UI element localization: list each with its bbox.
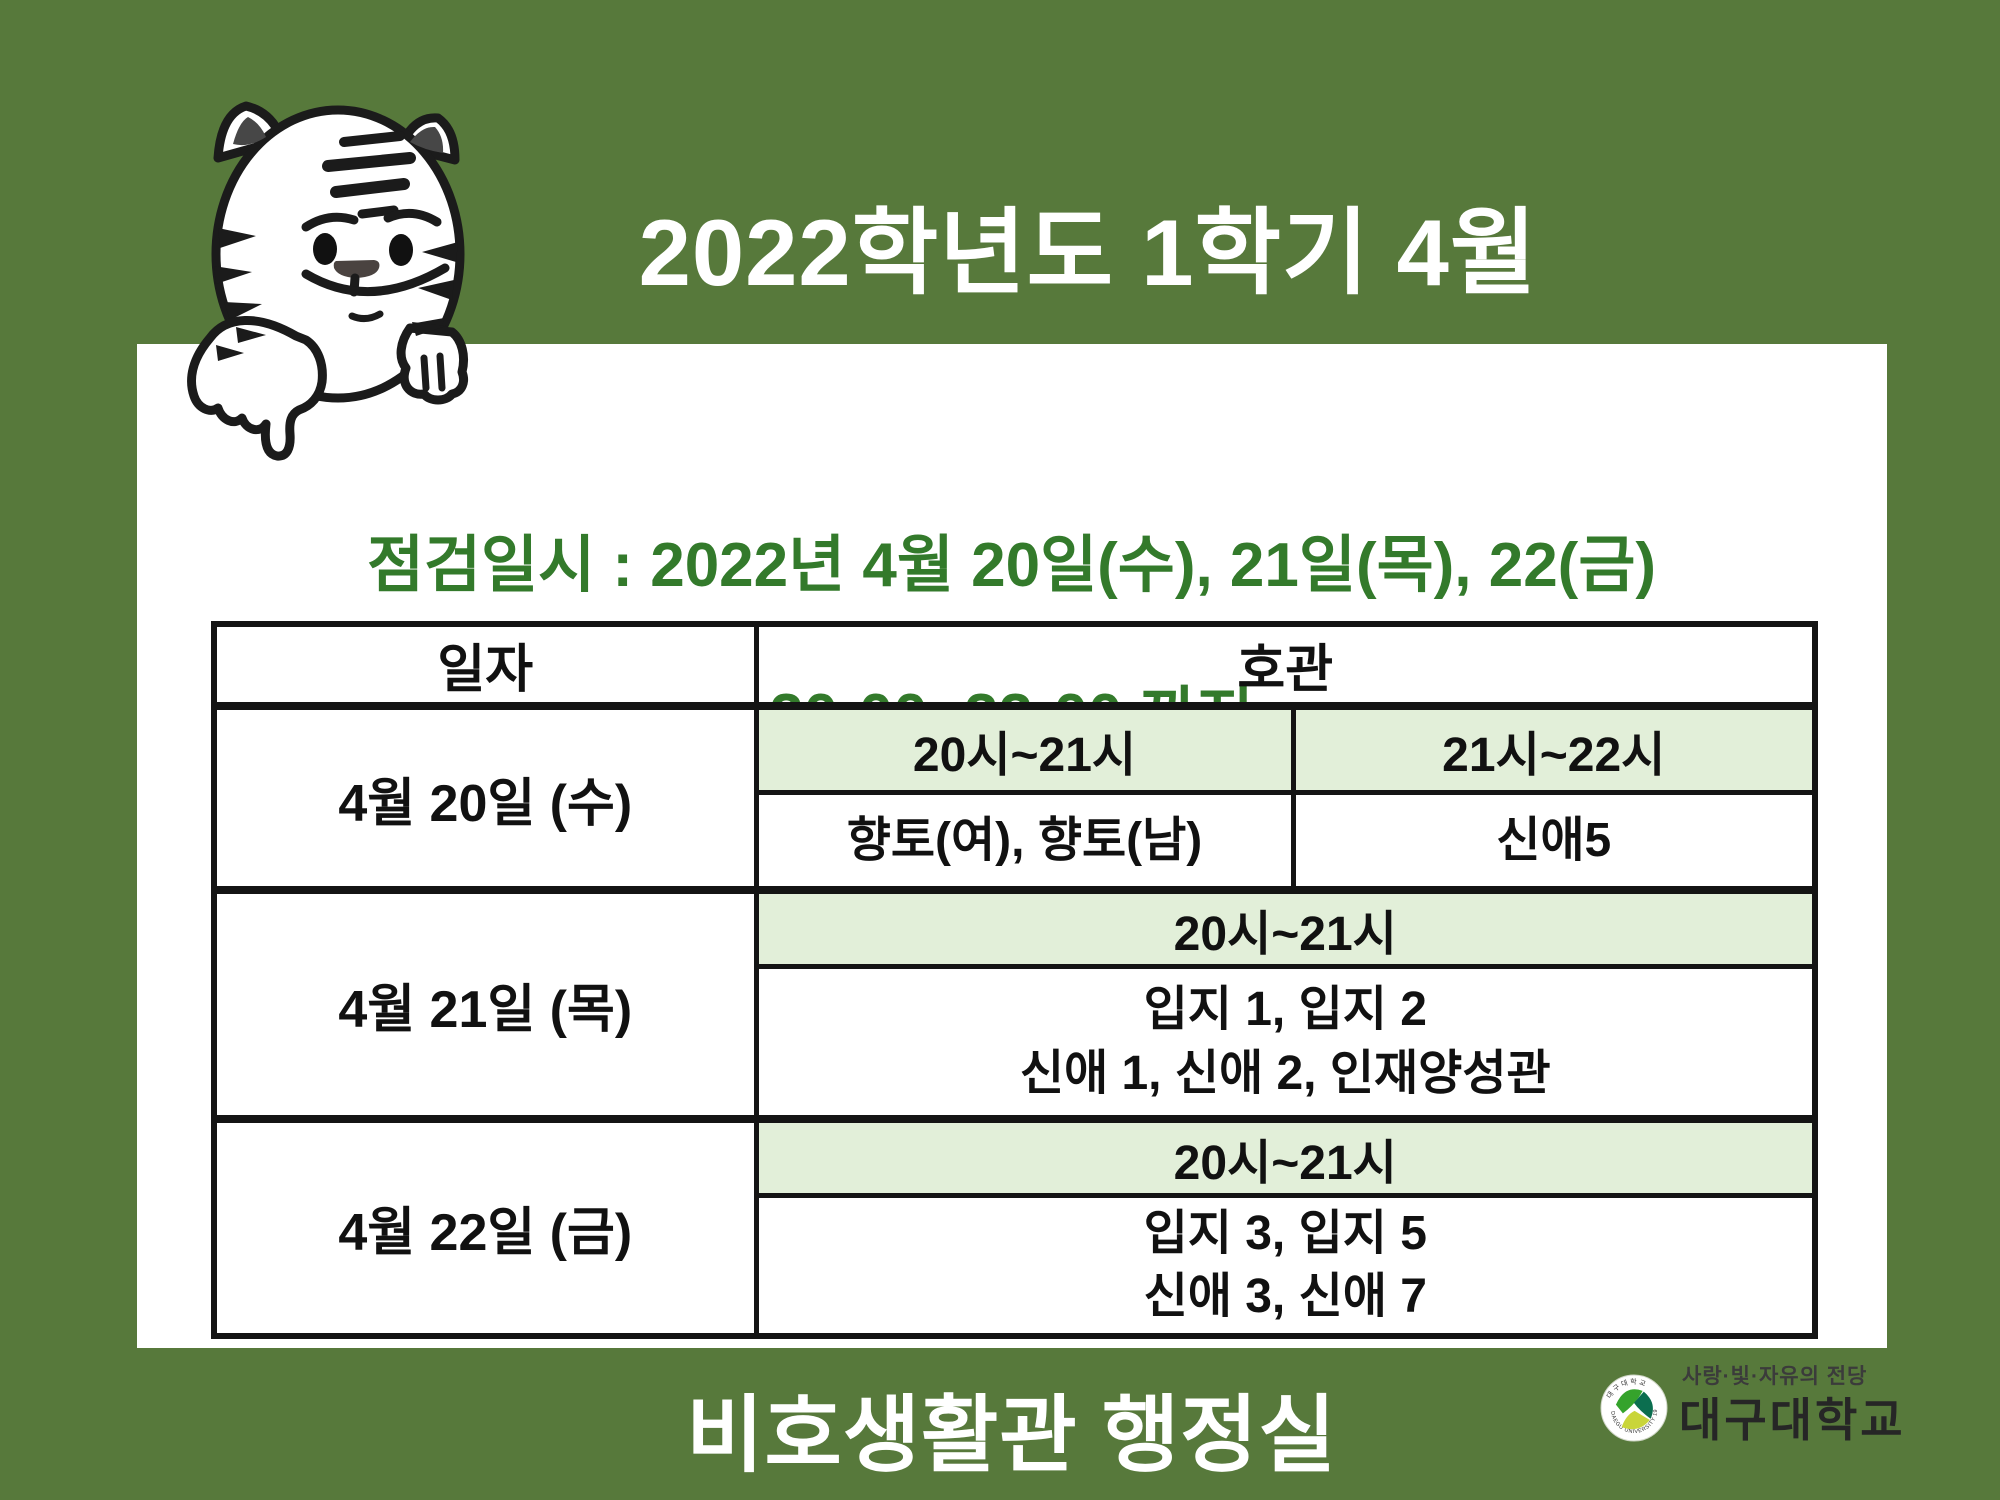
building-cell: 신애5 [1290,789,1818,893]
time-slot-cell: 21시~22시 [1290,702,1818,795]
university-seal-icon: 대구대학교 DAEGU UNIVERSITY 1956 [1600,1374,1668,1442]
title-line2: 생활 점검 공지 [798,444,1378,550]
table-row: 입지 3, 입지 5 신애 3, 신애 7 [214,1192,1818,1339]
table-header-row: 일자 호관 [211,621,1818,709]
title-line1: 2022학년도 1학기 4월 [638,200,1538,306]
time-slot-cell: 20시~21시 [753,1114,1818,1198]
time-slot-cell: 20시~21시 [753,886,1818,969]
date-cell-apr22: 4월 22일 (금) [211,1114,759,1339]
office-name: 비호생활관 행정실 [686,1388,1337,1482]
time-slot-cell: 20시~21시 [753,702,1296,795]
page-title: 2022학년도 1학기 4월 생활 점검 공지 [300,70,1876,559]
table-row: 4월 21일 (목) 20시~21시 [211,886,1818,1121]
university-name: 대구대학교 [1679,1394,1906,1446]
building-cell: 입지 3, 입지 5 신애 3, 신애 7 [753,1192,1818,1339]
university-logo: 대구대학교 DAEGU UNIVERSITY 1956 사랑·빛·자유의 전당 … [1598,1358,1928,1468]
inspection-schedule-table: 일자 호관 4월 20일 (수) 20시~21시 21시~22시 향토(여), … [211,621,1818,1339]
tiger-mascot-icon [187,101,469,461]
university-tagline: 사랑·빛·자유의 전당 [1682,1365,1868,1388]
building-cell: 향토(여), 향토(남) [753,789,1296,893]
table-row: 입지 1, 입지 2 신애 1, 신애 2, 인재양성관 [214,964,1818,1121]
date-cell-apr20: 4월 20일 (수) [211,702,759,893]
subtitle-line1: 점검일시 : 2022년 4월 20일(수), 21일(목), 22(금) [366,530,1657,600]
table-row: 4월 22일 (금) 20시~21시 [211,1114,1818,1339]
building-cell: 입지 1, 입지 2 신애 1, 신애 2, 인재양성관 [753,964,1818,1121]
table-row: 향토(여), 향토(남) 신애5 [214,789,1818,893]
table-row: 4월 20일 (수) 20시~21시 21시~22시 [211,702,1818,893]
date-cell-apr21: 4월 21일 (목) [211,886,759,1121]
header-date: 일자 [211,621,759,709]
header-building: 호관 [753,621,1818,709]
